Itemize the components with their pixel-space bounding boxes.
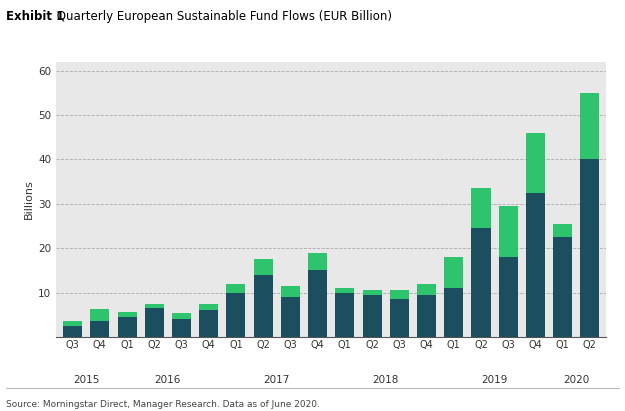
- Y-axis label: Billions: Billions: [24, 180, 34, 219]
- Bar: [308, 270, 327, 337]
- Text: Exhibit 1: Exhibit 1: [6, 10, 64, 23]
- Bar: [254, 275, 272, 337]
- Text: 2017: 2017: [264, 375, 290, 385]
- Text: Quarterly European Sustainable Fund Flows (EUR Billion): Quarterly European Sustainable Fund Flow…: [53, 10, 392, 23]
- Bar: [444, 257, 463, 288]
- Bar: [553, 237, 572, 337]
- Bar: [281, 286, 300, 297]
- Bar: [390, 291, 409, 299]
- Bar: [254, 259, 272, 275]
- Bar: [63, 326, 82, 337]
- Bar: [444, 288, 463, 337]
- Text: 2016: 2016: [155, 375, 181, 385]
- Text: 2015: 2015: [73, 375, 99, 385]
- Bar: [362, 295, 382, 337]
- Bar: [199, 310, 218, 337]
- Bar: [499, 206, 518, 257]
- Bar: [145, 304, 164, 308]
- Bar: [226, 284, 246, 293]
- Bar: [417, 284, 436, 295]
- Bar: [471, 188, 491, 228]
- Text: 2018: 2018: [372, 375, 399, 385]
- Bar: [362, 291, 382, 295]
- Text: 2019: 2019: [481, 375, 508, 385]
- Bar: [581, 159, 599, 337]
- Bar: [118, 312, 137, 317]
- Bar: [172, 319, 191, 337]
- Bar: [336, 293, 354, 337]
- Bar: [308, 253, 327, 270]
- Bar: [499, 257, 518, 337]
- Bar: [118, 317, 137, 337]
- Bar: [417, 295, 436, 337]
- Bar: [471, 228, 491, 337]
- Bar: [581, 93, 599, 159]
- Bar: [172, 313, 191, 319]
- Bar: [145, 308, 164, 337]
- Bar: [199, 304, 218, 310]
- Bar: [63, 321, 82, 326]
- Bar: [390, 299, 409, 337]
- Bar: [226, 293, 246, 337]
- Text: Source: Morningstar Direct, Manager Research. Data as of June 2020.: Source: Morningstar Direct, Manager Rese…: [6, 400, 320, 409]
- Bar: [281, 297, 300, 337]
- Bar: [90, 321, 109, 337]
- Bar: [553, 224, 572, 237]
- Text: 2020: 2020: [563, 375, 589, 385]
- Bar: [90, 309, 109, 321]
- Bar: [526, 133, 545, 193]
- Bar: [526, 193, 545, 337]
- Bar: [336, 288, 354, 293]
